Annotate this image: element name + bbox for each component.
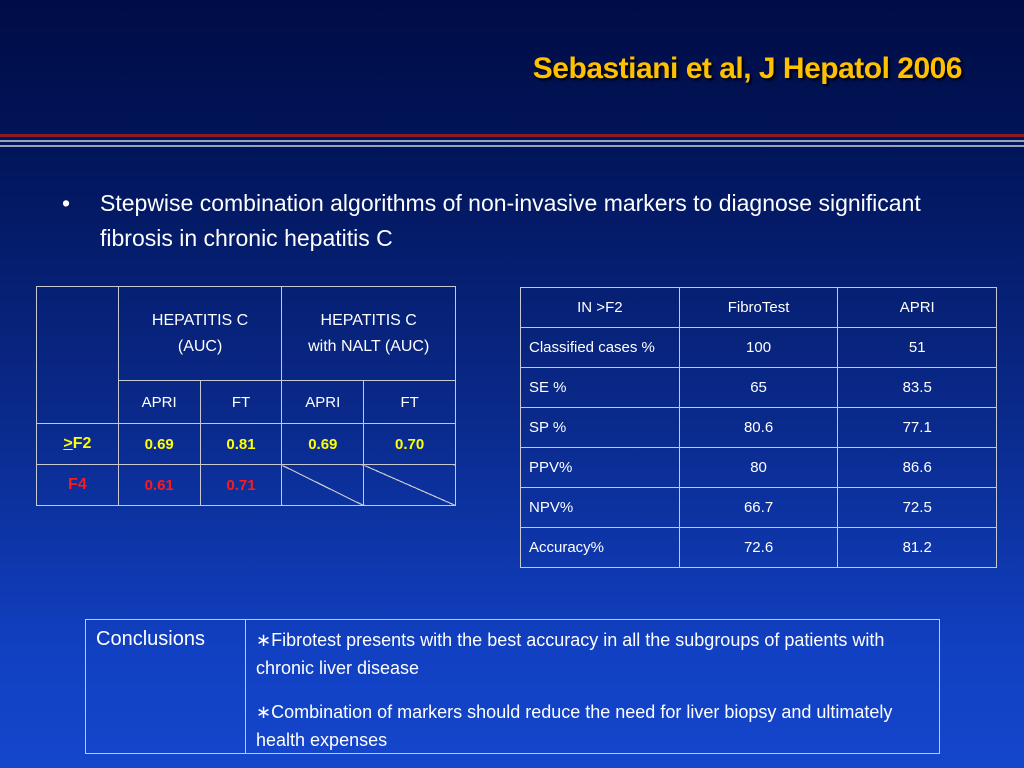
header-hepatitis-c-nalt: HEPATITIS C with NALT (AUC) [281,286,456,381]
table-cell: 77.1 [837,407,997,448]
row-label: NPV% [520,487,680,528]
table-cell: 0.69 [117,423,201,465]
row-label-f2: >F2 [36,423,119,465]
table-row: NPV% 66.7 72.5 [520,487,997,528]
table-cell: 72.5 [837,487,997,528]
conclusions-box: Conclusions ∗Fibrotest presents with the… [85,619,940,754]
auc-table: HEPATITIS C (AUC) HEPATITIS C with NALT … [36,286,456,506]
row-label: Accuracy% [520,527,680,568]
table-row: SE % 65 83.5 [520,367,997,408]
header-divider-gray-2 [0,145,1024,147]
row-label-f4: F4 [36,464,119,506]
bullet-point: • Stepwise combination algorithms of non… [62,186,942,256]
table-cell: 72.6 [678,527,839,568]
table-row: Accuracy% 72.6 81.2 [520,527,997,568]
bullet-dot: • [62,190,71,216]
subheader-apri: APRI [117,380,201,424]
table-cell: 66.7 [678,487,839,528]
header-fibrotest: FibroTest [678,287,839,328]
table-cell: 0.70 [363,423,456,465]
header-divider-gray-1 [0,140,1024,142]
subheader-ft: FT [199,380,283,424]
conclusion-point: ∗Combination of markers should reduce th… [256,702,893,750]
subheader-apri: APRI [281,380,365,424]
conclusion-point: ∗Fibrotest presents with the best accura… [256,630,885,678]
table-row: PPV% 80 86.6 [520,447,997,488]
header-divider-red [0,134,1024,137]
auc-table-corner [36,286,119,424]
table-cell: 83.5 [837,367,997,408]
table-cell: 0.81 [199,423,283,465]
table-cell: 0.71 [199,464,283,506]
table-cell: 65 [678,367,839,408]
header-apri: APRI [837,287,997,328]
row-label: SP % [520,407,680,448]
header-hepatitis-c: HEPATITIS C (AUC) [117,286,283,381]
asterisk-icon: ∗ [256,702,272,722]
table-cell: 100 [678,327,839,368]
slide-title: Sebastiani et al, J Hepatol 2006 [532,52,963,85]
table-row: Classified cases % 100 51 [520,327,997,368]
performance-table: IN >F2 FibroTest APRI Classified cases %… [520,287,997,568]
header-in-f2: IN >F2 [520,287,680,328]
conclusions-content: ∗Fibrotest presents with the best accura… [246,620,939,759]
row-label: PPV% [520,447,680,488]
table-cell: 0.61 [117,464,201,506]
row-label: Classified cases % [520,327,680,368]
table-cell: 51 [837,327,997,368]
bullet-text: Stepwise combination algorithms of non-i… [100,190,921,251]
table-cell: 81.2 [837,527,997,568]
table-row: SP % 80.6 77.1 [520,407,997,448]
row-label: SE % [520,367,680,408]
table-cell: 80.6 [678,407,839,448]
asterisk-icon: ∗ [256,630,272,650]
conclusions-label: Conclusions [86,620,246,753]
empty-diagonal-cell [363,464,456,506]
table-cell: 0.69 [281,423,365,465]
table-cell: 86.6 [837,447,997,488]
subheader-ft: FT [363,380,456,424]
empty-diagonal-cell [281,464,365,506]
table-cell: 80 [678,447,839,488]
